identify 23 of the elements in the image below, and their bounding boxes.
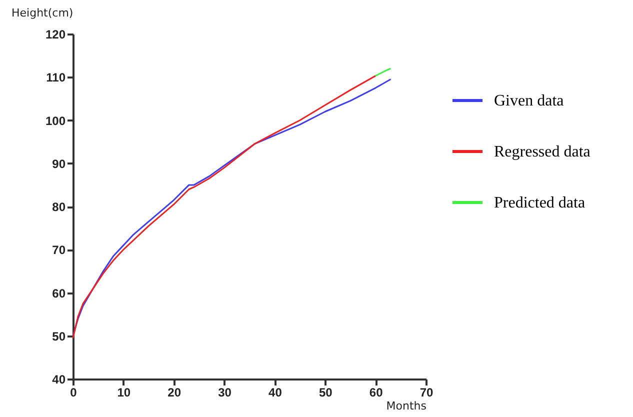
legend-label: Regressed data — [494, 144, 590, 160]
x-tick-label: 40 — [268, 386, 282, 400]
x-axis-title: Months — [386, 400, 427, 412]
x-tick-label: 0 — [70, 386, 78, 400]
legend-label: Given data — [494, 92, 564, 110]
legend-label: Predicted data — [494, 194, 586, 212]
x-tick-label: 30 — [218, 386, 232, 400]
line-series — [374, 68, 392, 77]
y-axis-title: Height(cm) — [12, 6, 74, 20]
y-tick-label: 100 — [45, 114, 66, 128]
y-tick-label: 120 — [45, 28, 66, 42]
x-tick-label: 10 — [117, 386, 131, 400]
y-tick-label: 60 — [52, 286, 66, 300]
y-tick-label: 90 — [52, 156, 66, 171]
y-tick-label: 50 — [52, 329, 66, 344]
y-tick-label: 70 — [52, 243, 66, 258]
y-tick-label: 80 — [52, 200, 66, 214]
x-tick-label: 20 — [168, 386, 182, 400]
x-tick-label: 60 — [369, 386, 384, 400]
y-tick-label: 110 — [46, 70, 66, 85]
y-tick-label: 40 — [52, 372, 66, 386]
x-tick-label: 70 — [420, 386, 434, 400]
x-tick-label: 50 — [318, 386, 333, 400]
